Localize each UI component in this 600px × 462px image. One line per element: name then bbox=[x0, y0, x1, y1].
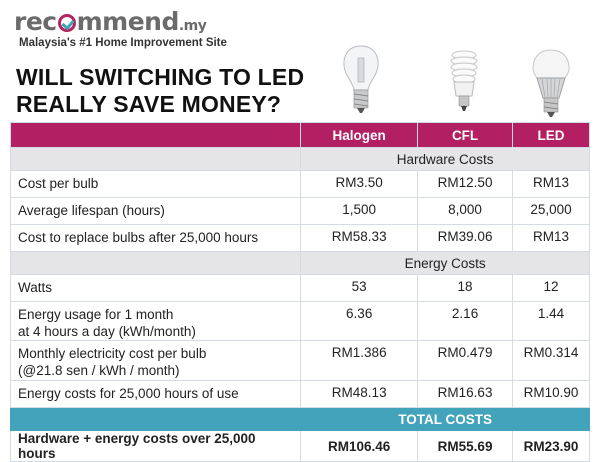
column-header-cfl: CFL bbox=[417, 122, 514, 148]
cell-cfl: 8,000 bbox=[417, 197, 514, 225]
cell-halogen: 6.36 bbox=[300, 301, 419, 341]
table-row: Cost per bulb RM3.50 RM12.50 RM13 bbox=[9, 170, 590, 198]
table-row: Energy usage for 1 month at 4 hours a da… bbox=[9, 301, 590, 341]
logo-tld: .my bbox=[178, 18, 207, 34]
table-row: Average lifespan (hours) 1,500 8,000 25,… bbox=[9, 197, 590, 225]
led-bulb-icon bbox=[532, 49, 570, 117]
row-label: Energy costs for 25,000 hours of use bbox=[9, 380, 302, 408]
halogen-bulb-icon bbox=[343, 45, 379, 113]
tagline: Malaysia's #1 Home Improvement Site bbox=[19, 37, 227, 49]
row-label-line-1: Monthly electricity cost per bulb bbox=[18, 346, 207, 361]
cell-led: RM0.314 bbox=[512, 340, 590, 381]
cell-led: RM10.90 bbox=[512, 380, 590, 408]
section-title: Energy Costs bbox=[300, 251, 590, 275]
title-line-2: REALLY SAVE MONEY? bbox=[16, 91, 282, 117]
row-label: Hardware + energy costs over 25,000 hour… bbox=[9, 430, 302, 462]
cell-halogen: RM1.386 bbox=[300, 340, 419, 381]
cell-cfl: RM0.479 bbox=[417, 340, 514, 381]
cell-halogen: 53 bbox=[300, 274, 419, 302]
cell-led: 12 bbox=[512, 274, 590, 302]
row-label: Cost to replace bulbs after 25,000 hours bbox=[9, 224, 302, 252]
cell-halogen: RM106.46 bbox=[300, 430, 419, 462]
page-title: WILL SWITCHING TO LED REALLY SAVE MONEY? bbox=[16, 64, 304, 118]
section-energy-costs: Energy Costs bbox=[9, 251, 590, 275]
checkmark-o-icon bbox=[57, 14, 76, 32]
section-blank bbox=[9, 147, 302, 171]
row-label-line-2: at 4 hours a day (kWh/month) bbox=[18, 324, 196, 339]
cell-led: RM13 bbox=[512, 224, 590, 252]
row-label: Average lifespan (hours) bbox=[9, 197, 302, 225]
row-label: Cost per bulb bbox=[9, 170, 302, 198]
column-header-led: LED bbox=[512, 122, 590, 148]
title-line-1: WILL SWITCHING TO LED bbox=[16, 64, 305, 90]
row-label-line-1: Energy usage for 1 month bbox=[18, 307, 174, 322]
cell-cfl: RM39.06 bbox=[417, 224, 514, 252]
table-row: Energy costs for 25,000 hours of use RM4… bbox=[9, 380, 590, 408]
cell-cfl: 2.16 bbox=[417, 301, 514, 341]
table-header-row: Halogen CFL LED bbox=[9, 122, 590, 148]
cell-led: RM13 bbox=[512, 170, 590, 198]
table-row-total: Hardware + energy costs over 25,000 hour… bbox=[9, 430, 590, 462]
brand-logo: rec mmend.my bbox=[14, 7, 207, 41]
table-row: Cost to replace bulbs after 25,000 hours… bbox=[9, 224, 590, 252]
column-header-halogen: Halogen bbox=[300, 122, 419, 148]
row-label-line-2: (@21.8 sen / kWh / month) bbox=[18, 363, 180, 378]
cell-cfl: RM12.50 bbox=[417, 170, 514, 198]
section-blank bbox=[9, 251, 302, 275]
row-label: Energy usage for 1 month at 4 hours a da… bbox=[9, 301, 302, 341]
cell-halogen: 1,500 bbox=[300, 197, 419, 225]
section-title: Hardware Costs bbox=[300, 147, 590, 171]
row-label: Watts bbox=[9, 274, 302, 302]
table-row: Watts 53 18 12 bbox=[9, 274, 590, 302]
cfl-bulb-icon bbox=[450, 50, 478, 111]
section-hardware-costs: Hardware Costs bbox=[9, 147, 590, 171]
cell-halogen: RM3.50 bbox=[300, 170, 419, 198]
cell-led: 1.44 bbox=[512, 301, 590, 341]
cell-cfl: RM55.69 bbox=[417, 430, 514, 462]
cell-cfl: 18 bbox=[417, 274, 514, 302]
logo-text-prefix: rec bbox=[14, 7, 57, 36]
cell-led: RM23.90 bbox=[512, 430, 590, 462]
cell-halogen: RM48.13 bbox=[300, 380, 419, 408]
cell-halogen: RM58.33 bbox=[300, 224, 419, 252]
cell-led: 25,000 bbox=[512, 197, 590, 225]
row-label: Monthly electricity cost per bulb (@21.8… bbox=[9, 340, 302, 381]
section-blank bbox=[9, 407, 302, 431]
cost-comparison-table: Halogen CFL LED Hardware Costs Cost per … bbox=[9, 122, 590, 462]
header-blank bbox=[9, 122, 302, 148]
logo-text-suffix: mmend bbox=[76, 7, 180, 36]
table-row: Monthly electricity cost per bulb (@21.8… bbox=[9, 340, 590, 381]
section-total-costs: TOTAL COSTS bbox=[9, 407, 590, 431]
section-title: TOTAL COSTS bbox=[300, 407, 590, 431]
cell-cfl: RM16.63 bbox=[417, 380, 514, 408]
